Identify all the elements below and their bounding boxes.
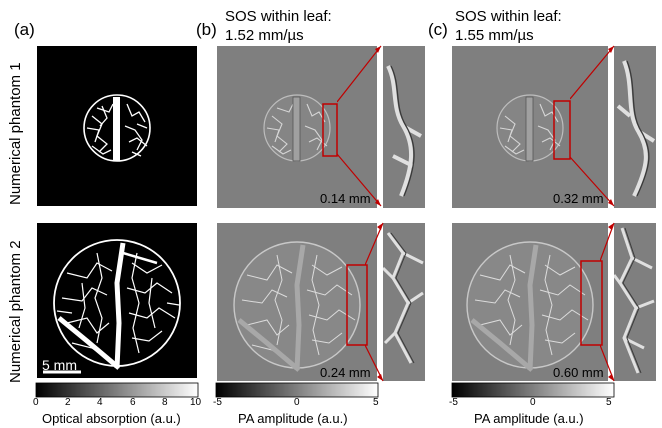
divider-b-row2 [377, 223, 383, 381]
colorbar-c-label: PA amplitude (a.u.) [474, 411, 584, 426]
zoom-lines-b-row1 [337, 45, 382, 207]
sos-title-b: SOS within leaf: 1.52 mm/µs [225, 7, 332, 45]
phantom2-image [37, 223, 197, 378]
divider-c-row2 [608, 223, 614, 381]
colorbar-b-tick-0: -5 [213, 397, 222, 408]
recon-b-row1 [217, 46, 377, 208]
recon-b-row2 [217, 223, 377, 381]
recon-c-row2 [452, 223, 612, 381]
divider-b-row1 [377, 46, 383, 208]
colorbar-b-label: PA amplitude (a.u.) [238, 411, 348, 426]
zoom-lines-c-row2 [600, 222, 615, 382]
zoom-inset-c-row1 [614, 46, 656, 208]
recon-c-row1 [452, 46, 612, 208]
sos-title-b-line1: SOS within leaf: [225, 8, 332, 25]
panel-label-a: (a) [14, 20, 35, 39]
zoom-box-c-row1 [553, 100, 571, 160]
scale-annotation-c-row2: 0.60 mm [553, 365, 604, 380]
row-label-1: Numerical phantom 1 [7, 62, 24, 205]
colorbar-a-tick-1: 2 [65, 397, 71, 408]
sos-title-c-line2: 1.55 mm/µs [455, 27, 534, 44]
scalebar-label: 5 mm [42, 357, 77, 373]
zoom-lines-b-row2 [365, 222, 384, 382]
zoom-box-b-row2 [346, 264, 368, 346]
zoom-box-b-row1 [322, 103, 338, 157]
phantom1-image [37, 46, 197, 206]
colorbar-a-tick-4: 8 [162, 397, 168, 408]
zoom-inset-b-row2 [383, 223, 425, 381]
colorbar-b [215, 382, 379, 398]
scale-annotation-b-row2: 0.24 mm [320, 365, 371, 380]
colorbar-a-tick-2: 4 [97, 397, 103, 408]
sos-title-c: SOS within leaf: 1.55 mm/µs [455, 7, 562, 45]
row-label-2: Numerical phantom 2 [7, 240, 24, 383]
panel-label-b: (b) [196, 20, 217, 39]
colorbar-c-tick-2: 5 [606, 397, 612, 408]
colorbar-c [451, 382, 615, 398]
colorbar-c-tick-1: 0 [530, 397, 536, 408]
colorbar-a-tick-5: 10 [190, 397, 202, 408]
colorbar-a-tick-0: 0 [33, 397, 39, 408]
sos-title-b-line2: 1.52 mm/µs [225, 27, 304, 44]
colorbar-a-label: Optical absorption (a.u.) [42, 411, 181, 426]
scale-annotation-b-row1: 0.14 mm [320, 191, 371, 206]
zoom-lines-c-row1 [570, 45, 615, 207]
sos-title-c-line1: SOS within leaf: [455, 8, 562, 25]
divider-c-row1 [608, 46, 614, 208]
panel-label-c: (c) [428, 20, 448, 39]
colorbar-a-tick-3: 6 [130, 397, 136, 408]
zoom-inset-c-row2 [614, 223, 656, 381]
colorbar-b-tick-1: 0 [294, 397, 300, 408]
colorbar-b-tick-2: 5 [373, 397, 379, 408]
colorbar-a [35, 382, 199, 398]
zoom-inset-b-row1 [383, 46, 425, 208]
colorbar-c-tick-0: -5 [449, 397, 458, 408]
zoom-box-c-row2 [580, 260, 603, 346]
scale-annotation-c-row1: 0.32 mm [553, 191, 604, 206]
